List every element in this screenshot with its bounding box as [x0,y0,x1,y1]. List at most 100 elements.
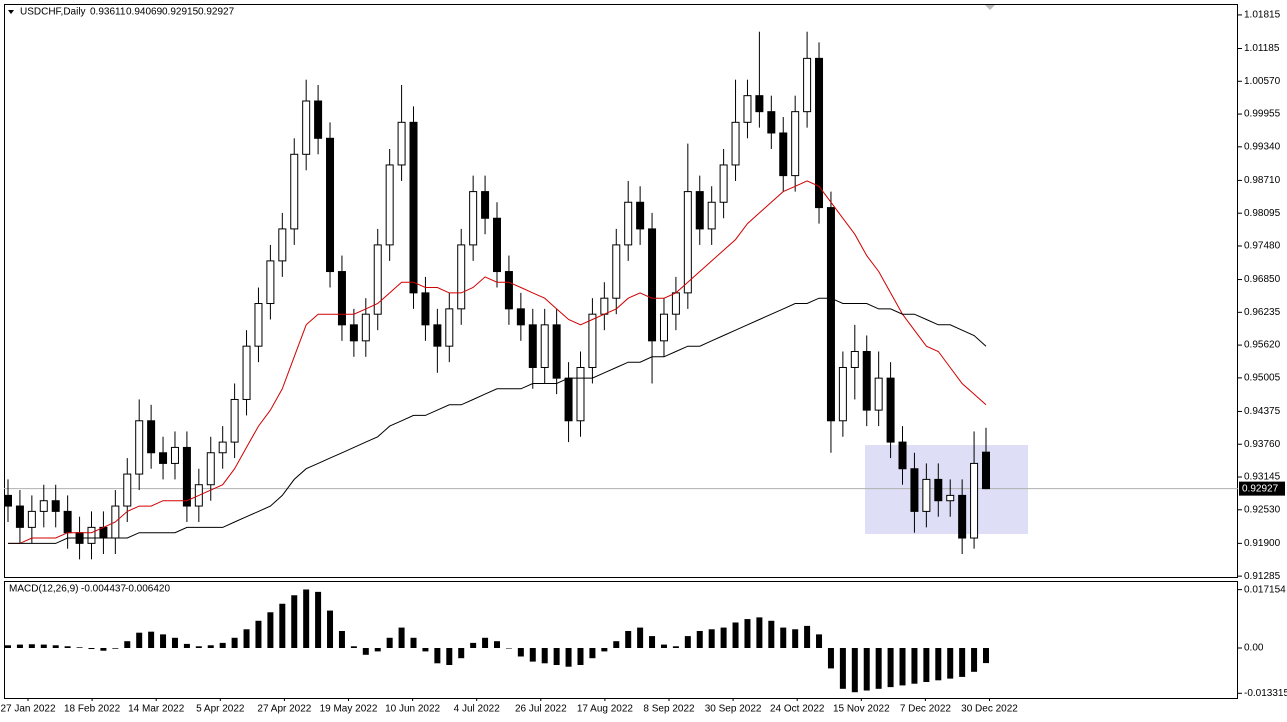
candle-body [600,297,609,315]
macd-bar [494,641,500,648]
macd-bar [470,642,477,648]
moving-average [8,180,987,544]
y-tick-label: 0.99340 [1244,141,1281,152]
candle-body [314,100,323,139]
macd-bar [434,647,441,664]
macd-bar [983,647,989,664]
macd-bar [839,647,846,689]
candle-body [564,377,573,422]
macd-bar [76,647,83,648]
candle-body [815,57,824,209]
y-tick-label: 0.91900 [1244,538,1281,549]
macd-bar [148,631,155,648]
macd-bar [171,637,178,648]
candle-body [147,420,156,454]
macd-bar [541,647,548,664]
macd-bar [637,627,644,648]
macd-bar [708,629,715,648]
macd-bar [816,634,823,648]
candle-body [862,350,871,411]
macd-bar [386,637,393,648]
macd-bar [851,647,858,693]
candle-body [731,121,740,166]
macd-bar [553,647,560,666]
candle-body [493,217,501,273]
candle-body [87,526,96,544]
candle-body [874,377,883,411]
candle-body [51,500,60,512]
macd-bar [613,641,620,648]
candle-body [624,201,633,246]
chart-title: USDCHF,Daily [20,7,86,18]
macd-bar [231,637,238,648]
macd-bar [398,627,405,648]
candle-body [779,132,788,177]
candle-body [671,292,680,315]
x-tick-label: 30 Dec 2022 [961,704,1018,715]
candle-body [135,420,144,475]
candle-body [397,121,406,166]
candle-body [886,377,895,443]
x-tick-label: 17 Aug 2022 [577,704,634,715]
candle-body [182,446,191,507]
macd-bar [947,647,954,679]
macd-bar [804,625,811,648]
y-tick-label: 0.93145 [1244,472,1281,483]
macd-bar [720,627,727,648]
x-tick-label: 7 Dec 2022 [900,704,952,715]
macd-y-tick-label: 0.017154 [1244,584,1286,595]
y-tick-label: 0.96235 [1244,307,1281,318]
macd-signal: -0.006420 [125,584,170,595]
y-tick-label: 0.92530 [1244,504,1281,515]
candle-body [349,324,358,342]
macd-bar [446,647,453,666]
macd-bar [756,617,763,648]
macd-bar [911,647,918,684]
macd-bar [207,645,214,648]
y-tick-label: 0.98710 [1244,175,1281,186]
macd-bar [374,647,381,652]
macd-bar [40,644,47,648]
candle-body [504,271,513,310]
candle-body [934,478,943,502]
candle-body [612,244,621,299]
macd-bar [577,647,584,666]
macd-bar [52,645,59,648]
macd-bar [160,634,167,648]
x-tick-label: 5 Apr 2022 [196,704,245,715]
macd-bar [303,589,310,648]
x-tick-label: 26 Jul 2022 [515,704,567,715]
candle-body [385,164,394,246]
x-tick-label: 10 Jun 2022 [385,704,440,715]
candle-body [266,260,275,305]
candle-body [588,313,597,368]
candle-body [683,191,692,294]
x-tick-label: 15 Nov 2022 [833,704,890,715]
macd-bar [100,647,107,651]
macd-bar [219,642,226,648]
macd-bar [350,646,357,648]
macd-bar [267,612,274,648]
candle-body [826,207,835,422]
candle-body [63,510,72,534]
macd-bar [517,647,524,657]
candle-body [445,308,454,347]
candle-body [123,473,132,507]
macd-bar [625,630,632,648]
macd-bar [136,632,143,648]
macd-bar [672,646,679,648]
macd-bar [243,629,250,648]
macd-bar [565,647,572,667]
x-tick-label: 27 Jan 2022 [0,704,55,715]
macd-y-tick-label: -0.013315 [1244,688,1287,699]
candle-body [552,324,561,379]
candle-body [218,441,227,454]
price-frame [4,4,1238,578]
macd-bar [124,641,131,648]
candle-body [278,228,287,262]
candle-body [326,137,335,273]
candle-body [707,201,716,230]
candle-body [27,510,36,528]
macd-bar [255,620,262,648]
